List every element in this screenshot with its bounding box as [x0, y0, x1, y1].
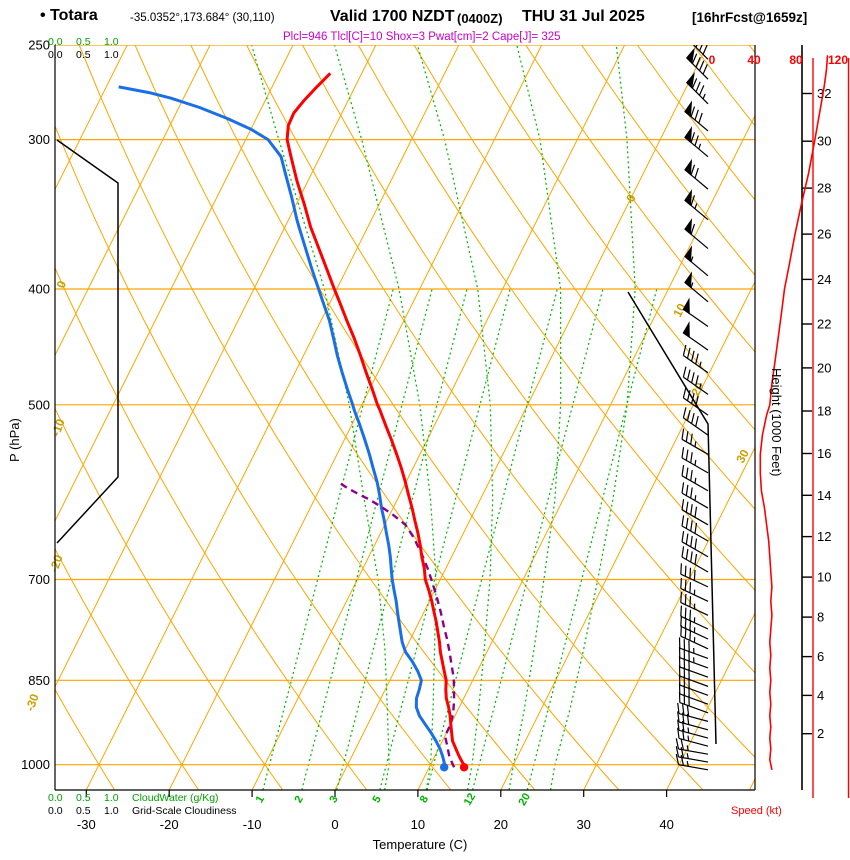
svg-text:250: 250: [28, 38, 50, 53]
svg-text:0: 0: [331, 817, 338, 832]
svg-text:120: 120: [828, 53, 848, 67]
svg-text:0: 0: [623, 192, 639, 205]
valid-date: THU 31 Jul 2025: [522, 8, 645, 25]
speed-axis-label: Speed (kt): [731, 805, 782, 817]
surface-dewpoint-dot: [439, 763, 449, 772]
sounding-profiles: [118, 72, 469, 772]
svg-text:-30: -30: [77, 817, 96, 832]
svg-text:4: 4: [817, 688, 824, 703]
svg-text:1: 1: [254, 794, 267, 805]
surface-temp-dot: [459, 763, 469, 772]
svg-text:10: 10: [670, 301, 689, 320]
svg-text:30: 30: [817, 134, 831, 149]
svg-text:14: 14: [817, 488, 831, 503]
cloudwater-scale-bottom: 0.0 0.5 1.0 CloudWater (g/Kg): [48, 792, 219, 804]
svg-text:24: 24: [817, 272, 831, 287]
svg-text:20: 20: [817, 360, 831, 375]
svg-text:8: 8: [418, 794, 431, 805]
svg-text:2: 2: [817, 726, 824, 741]
svg-text:10: 10: [817, 570, 831, 585]
svg-text:2: 2: [293, 794, 306, 805]
svg-text:20: 20: [516, 791, 533, 808]
valid-zulu: (0400Z): [457, 11, 503, 26]
dewpoint-curve: [118, 85, 447, 768]
svg-text:18: 18: [817, 404, 831, 419]
svg-text:0: 0: [54, 279, 70, 290]
skewt-background: [55, 45, 755, 790]
cloudwater-scale-top: 0.0 0.5 1.0: [48, 36, 119, 48]
svg-text:16: 16: [817, 446, 831, 461]
valid-time: Valid 1700 NZDT: [330, 8, 455, 25]
svg-text:8: 8: [817, 610, 824, 625]
svg-text:32: 32: [817, 86, 831, 101]
svg-text:3: 3: [327, 794, 340, 805]
cloudiness-scale-bottom: 0.0 0.5 1.0 Grid-Scale Cloudiness: [48, 805, 237, 817]
speed-axis: 0 40 80 120: [709, 53, 850, 798]
svg-text:12: 12: [817, 529, 831, 544]
cloudiness-scale-top: 0.0 0.5 1.0: [48, 49, 119, 61]
svg-text:6: 6: [817, 649, 824, 664]
wind-speed-curve: [759, 55, 829, 770]
svg-text:10: 10: [411, 817, 425, 832]
svg-text:-20: -20: [160, 817, 179, 832]
stability-indices: Plcl=946 Tlcl[C]=10 Shox=3 Pwat[cm]=2 Ca…: [283, 31, 561, 43]
svg-text:20: 20: [494, 817, 508, 832]
station-coords: -35.0352°,173.684° (30,110): [130, 12, 275, 24]
svg-text:850: 850: [28, 673, 50, 688]
svg-text:40: 40: [659, 817, 673, 832]
cloudiness-label: Grid-Scale Cloudiness: [132, 805, 237, 817]
height-axis-label: Height (1000 Feet): [769, 368, 784, 477]
svg-text:400: 400: [28, 281, 50, 296]
svg-text:30: 30: [576, 817, 590, 832]
svg-text:0: 0: [709, 53, 716, 67]
data-boundaries: [56, 139, 717, 745]
svg-text:30: 30: [733, 447, 752, 466]
temperature-axis-label: Temperature (C): [372, 837, 468, 852]
pressure-axis-label: P (hPa): [7, 418, 22, 462]
svg-text:28: 28: [817, 181, 831, 196]
svg-text:12: 12: [462, 791, 479, 808]
temperature-curve: [285, 72, 466, 768]
svg-text:26: 26: [817, 227, 831, 242]
svg-text:500: 500: [28, 397, 50, 412]
svg-text:5: 5: [370, 794, 383, 805]
forecast-tag: [16hrFcst@1659z]: [692, 10, 808, 25]
svg-text:-10: -10: [243, 817, 262, 832]
svg-text:-30: -30: [23, 692, 42, 713]
svg-text:-20: -20: [47, 553, 66, 574]
parcel-curve: [338, 481, 456, 768]
svg-text:80: 80: [789, 53, 803, 67]
station-name: • Totara: [40, 7, 98, 24]
svg-text:300: 300: [28, 132, 50, 147]
svg-text:40: 40: [747, 53, 761, 67]
svg-text:22: 22: [817, 317, 831, 332]
svg-text:700: 700: [28, 572, 50, 587]
cloudwater-label: CloudWater (g/Kg): [132, 792, 219, 804]
wind-barbs: [675, 45, 709, 771]
svg-text:-10: -10: [49, 417, 68, 438]
svg-text:1000: 1000: [21, 757, 50, 772]
